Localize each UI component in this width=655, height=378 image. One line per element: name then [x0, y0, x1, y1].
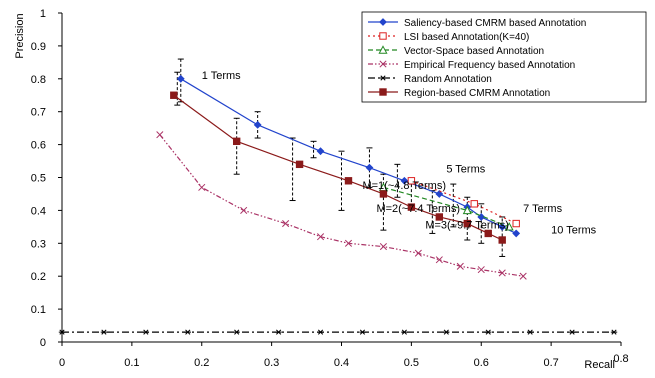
- annotation-label: 1 Terms: [202, 70, 241, 82]
- data-point-4: [568, 329, 576, 335]
- legend-swatch-marker: [379, 88, 387, 96]
- y-axis-label: Precision: [14, 13, 26, 58]
- x-tick-label: 0.4: [334, 357, 349, 369]
- data-point-0: [400, 176, 409, 185]
- y-tick-label: 0.2: [31, 271, 46, 283]
- legend-swatch-marker: [379, 60, 387, 68]
- data-point-3: [156, 131, 164, 139]
- data-point-3: [498, 269, 506, 277]
- data-point-0: [512, 229, 521, 238]
- data-point-4: [317, 329, 324, 335]
- legend-entry: Saliency-based CMRM based Annotation: [404, 18, 586, 29]
- data-point-1: [470, 200, 478, 208]
- y-tick-label: 0.8: [31, 74, 46, 86]
- annotation-label: 10 Terms: [551, 224, 597, 236]
- data-point-1: [512, 219, 520, 228]
- data-point-4: [359, 329, 366, 335]
- series-line-0: [180, 78, 517, 234]
- x-tick-label: 0.1: [124, 357, 139, 369]
- data-point-4: [526, 329, 534, 335]
- data-point-3: [519, 272, 527, 280]
- data-point-4: [610, 329, 618, 335]
- data-point-5: [379, 190, 388, 198]
- x-tick-label: 0.2: [194, 357, 209, 369]
- data-point-0: [316, 147, 325, 156]
- data-point-3: [240, 206, 248, 214]
- data-point-3: [198, 183, 206, 191]
- data-point-5: [295, 160, 304, 169]
- y-tick-label: 0.9: [31, 41, 46, 53]
- x-tick-label: 0.8: [613, 353, 628, 365]
- data-point-3: [414, 249, 422, 257]
- data-point-3: [456, 262, 464, 270]
- y-tick-label: 1: [40, 8, 46, 20]
- data-point-1: [407, 177, 416, 185]
- annotation-label: M=1(~4.8 Terms): [362, 180, 446, 192]
- y-tick-label: 0.4: [31, 205, 46, 217]
- data-point-3: [282, 220, 290, 228]
- data-point-0: [253, 120, 262, 129]
- data-point-4: [233, 329, 240, 335]
- x-tick-label: 0.6: [474, 357, 489, 369]
- data-point-4: [184, 329, 191, 335]
- y-tick-label: 0.5: [31, 173, 46, 185]
- x-axis-label: Recall: [584, 359, 615, 371]
- legend-swatch-marker: [379, 32, 387, 40]
- x-tick-label: 0: [59, 357, 65, 369]
- x-tick-label: 0.5: [404, 357, 419, 369]
- legend-box: [361, 11, 647, 103]
- data-point-0: [435, 190, 444, 198]
- data-point-3: [435, 256, 443, 264]
- data-point-0: [176, 74, 185, 83]
- data-point-5: [435, 213, 444, 221]
- data-point-4: [443, 329, 450, 335]
- data-point-5: [344, 177, 353, 185]
- legend-swatch-marker: [379, 75, 387, 81]
- data-point-5: [170, 91, 178, 99]
- data-point-4: [58, 329, 66, 335]
- x-tick-label: 0.3: [264, 357, 279, 369]
- annotation-label: M=2(~7.4 Terms): [376, 203, 460, 215]
- legend-entry: Region-based CMRM Annotation: [404, 88, 550, 99]
- data-point-2: [462, 205, 472, 215]
- data-point-5: [498, 236, 506, 244]
- legend-entry: Vector-Space based Annotation: [404, 46, 544, 57]
- data-point-4: [142, 329, 150, 335]
- data-point-0: [498, 222, 507, 231]
- data-point-4: [275, 329, 282, 335]
- y-tick-label: 0: [40, 337, 46, 349]
- data-point-3: [379, 243, 387, 251]
- y-tick-label: 0.7: [31, 107, 46, 119]
- series-line-5: [173, 94, 503, 241]
- data-point-2: [504, 222, 514, 231]
- y-tick-label: 0.3: [31, 238, 46, 250]
- y-tick-label: 0.6: [31, 140, 46, 152]
- annotation-label: 7 Terms: [523, 203, 562, 215]
- data-point-5: [407, 203, 416, 211]
- data-point-4: [401, 329, 408, 335]
- series-line-2: [383, 186, 510, 228]
- data-point-5: [484, 229, 492, 238]
- legend-entry: Random Annotation: [404, 74, 492, 85]
- data-point-3: [316, 233, 325, 241]
- legend-entry: LSI based Annotation(K=40): [404, 32, 529, 43]
- y-tick-label: 0.1: [31, 304, 46, 316]
- data-point-5: [463, 219, 471, 228]
- legend-entry: Empirical Frequency based Annotation: [404, 60, 575, 71]
- data-point-3: [477, 266, 485, 274]
- legend-swatch-marker: [379, 18, 387, 26]
- x-tick-label: 0.7: [543, 357, 558, 369]
- annotation-label: M=3(~9.7 Terms): [425, 219, 509, 231]
- data-point-0: [365, 163, 374, 172]
- annotation-label: 5 Terms: [446, 164, 485, 176]
- data-point-5: [232, 137, 241, 146]
- data-point-4: [100, 329, 108, 335]
- data-point-4: [485, 329, 492, 335]
- legend-swatch-marker: [378, 45, 388, 54]
- data-point-3: [344, 239, 353, 247]
